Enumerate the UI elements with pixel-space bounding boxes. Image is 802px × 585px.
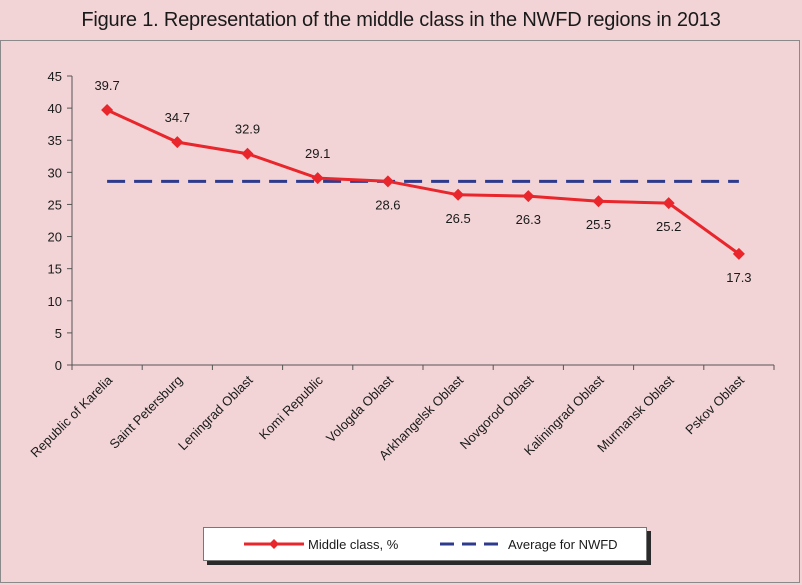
y-tick-label: 5 <box>55 326 62 341</box>
legend-swatch-middle-class <box>244 539 304 549</box>
y-tick-label: 15 <box>48 262 62 277</box>
data-point <box>101 104 114 117</box>
data-point <box>592 195 605 208</box>
data-label: 34.7 <box>165 110 190 125</box>
y-tick-label: 30 <box>48 165 62 180</box>
legend: Middle class, % Average for NWFD <box>203 527 647 561</box>
y-tick-label: 35 <box>48 133 62 148</box>
data-point <box>732 247 745 260</box>
x-tick-label: Saint Petersburg <box>106 373 185 452</box>
data-label: 32.9 <box>235 122 260 137</box>
data-label: 25.5 <box>586 217 611 232</box>
legend-label-average: Average for NWFD <box>508 536 618 552</box>
legend-item-average: Average for NWFD <box>440 528 618 560</box>
data-label: 25.2 <box>656 219 681 234</box>
legend-swatch-average <box>440 542 504 546</box>
y-tick-label: 45 <box>48 69 62 84</box>
data-point <box>662 197 675 210</box>
x-tick-label: Vologda Oblast <box>323 372 396 445</box>
x-tick-label: Republic of Karelia <box>27 372 115 460</box>
x-tick-label: Murmansk Oblast <box>594 372 677 455</box>
y-tick-label: 10 <box>48 294 62 309</box>
data-point <box>241 147 254 160</box>
data-label: 39.7 <box>94 78 119 93</box>
data-point <box>171 136 184 149</box>
data-label: 26.5 <box>445 211 470 226</box>
data-point <box>311 172 324 185</box>
data-label: 29.1 <box>305 146 330 161</box>
plot-frame <box>0 40 800 583</box>
legend-item-middle-class: Middle class, % <box>244 528 398 560</box>
x-tick-label: Pskov Oblast <box>682 372 747 437</box>
x-tick-label: Komi Republic <box>256 372 326 442</box>
data-point <box>452 188 465 201</box>
series-middle-class-line <box>106 108 740 256</box>
legend-label-middle-class: Middle class, % <box>308 536 399 552</box>
y-tick-label: 25 <box>48 197 62 212</box>
y-tick-label: 40 <box>48 101 62 116</box>
y-tick-label: 20 <box>48 230 62 245</box>
chart-title: Figure 1. Representation of the middle c… <box>81 9 721 31</box>
data-label: 26.3 <box>516 212 541 227</box>
x-tick-label: Novgorod Oblast <box>457 372 537 452</box>
data-label: 28.6 <box>375 197 400 212</box>
data-point <box>522 190 535 203</box>
data-label: 17.3 <box>726 270 751 285</box>
y-tick-label: 0 <box>55 358 62 373</box>
x-tick-label: Leningrad Oblast <box>175 372 256 453</box>
data-point <box>381 175 394 188</box>
